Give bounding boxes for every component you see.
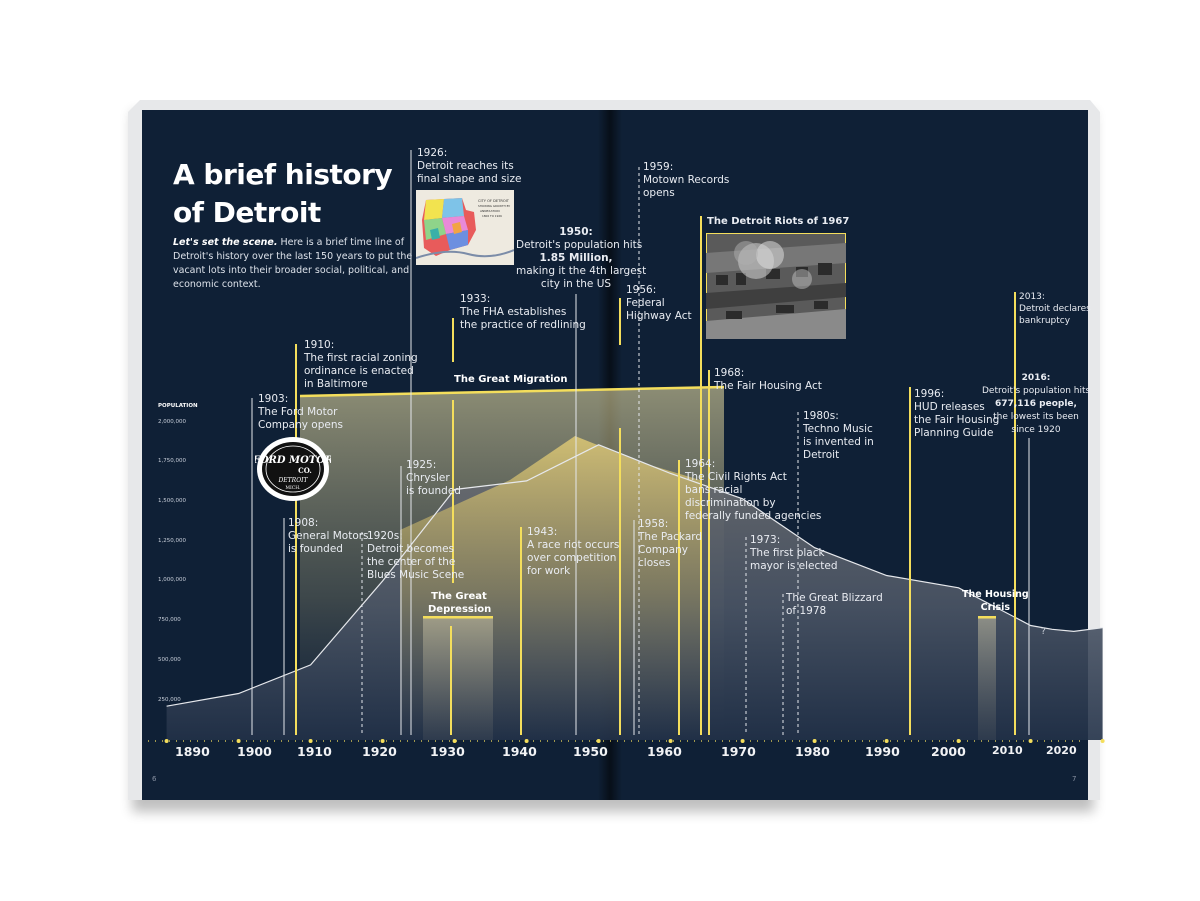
event-1968: 1968: The Fair Housing Act: [714, 367, 822, 392]
event-1920s: 1920s: Detroit becomes the center of the Bl…: [367, 530, 465, 581]
housing-crisis-label: The Housing Crisis: [962, 589, 1029, 613]
event-1943: 1943: A race riot occurs over competition f…: [527, 526, 620, 577]
x-tick-label: 2000: [931, 744, 966, 759]
timeline-year-dot: [164, 739, 169, 743]
event-1956: 1956: Federal Highway Act: [626, 284, 692, 322]
great-migration-label: The Great Migration: [454, 374, 568, 385]
great-depression-label: The Great Depression: [428, 591, 492, 615]
housing-crisis-box: [978, 617, 996, 740]
x-tick-label: 1970: [721, 744, 756, 759]
housing-crisis-top: [978, 616, 996, 619]
event-1910: 1910: The first racial zoning ordinance is…: [304, 339, 418, 390]
timeline-year-dot: [452, 739, 457, 743]
map-caption: SHOWING GROWTH BY: [478, 204, 510, 208]
y-tick-label: 750,000: [158, 617, 181, 623]
event-1903: 1903: The Ford Motor Company opens: [258, 393, 343, 431]
event-1926: 1926: Detroit reaches its final shape and …: [417, 147, 522, 185]
page-number-right: 7: [1072, 775, 1077, 783]
event-1959: 1959: Motown Records opens: [643, 161, 730, 199]
great-depression-top: [423, 616, 493, 619]
timeline-year-dots: [164, 739, 1105, 743]
ford-logo-text: CO.: [298, 466, 312, 475]
y-tick-label: 1,750,000: [158, 458, 186, 464]
timeline-year-dot: [596, 739, 601, 743]
x-tick-label: 1990: [865, 744, 900, 759]
event-1950: 1950: Detroit's population hits 1.85 Milli…: [516, 226, 647, 290]
map-caption: ANNEXATION: [480, 209, 500, 213]
event-2016: 2016: Detroit's population hits 677,116 pe…: [982, 373, 1091, 435]
x-tick-label: 1910: [297, 744, 332, 759]
y-tick-label: 500,000: [158, 657, 181, 663]
x-tick-label: 1900: [237, 744, 272, 759]
timeline-year-dot: [1100, 739, 1105, 743]
detroit-map-image: CITY OF DETROIT SHOWING GROWTH BY ANNEXA…: [416, 190, 514, 265]
x-tick-label: 1960: [647, 744, 682, 759]
x-tick-label: 1980: [795, 744, 830, 759]
x-tick-label: 1930: [430, 744, 465, 759]
great-depression-box: [423, 617, 493, 740]
event-1958: 1958: The Packard Company closes: [638, 518, 703, 569]
population-line: [166, 444, 1103, 707]
event-1925: 1925: Chrysler is founded: [406, 459, 461, 497]
intro-paragraph: Let's set the scene. Here is a brief tim…: [173, 236, 413, 292]
timeline-year-dot: [1028, 739, 1033, 743]
x-tick-label: 1950: [573, 744, 608, 759]
event-2013: 2013: Detroit declares bankruptcy: [1019, 292, 1091, 326]
map-caption: 1806 TO 1926: [482, 214, 502, 218]
ford-logo-text: MICH.: [285, 485, 301, 491]
y-axis-label: POPULATION: [158, 403, 198, 409]
event-1933: 1933: The FHA establishes the practice of …: [460, 293, 586, 331]
x-tick-label: 2010: [992, 744, 1023, 757]
y-tick-label: 250,000: [158, 697, 181, 703]
timeline-year-dot: [380, 739, 385, 743]
y-tick-label: 1,250,000: [158, 538, 186, 544]
event-lines: [251, 150, 1030, 735]
ford-logo: FORD MOTOR CO. DETROIT MICH.: [255, 437, 331, 501]
timeline-year-dot: [956, 739, 961, 743]
event-1967: The Detroit Riots of 1967: [707, 216, 850, 227]
y-tick-label: 1,000,000: [158, 577, 186, 583]
unknown-annotation: ?: [1041, 627, 1046, 637]
page-number-left: 6: [152, 775, 157, 783]
timeline-year-dot: [668, 739, 673, 743]
y-tick-label: 2,000,000: [158, 419, 186, 425]
event-1973: 1973: The first black mayor is elected: [750, 534, 838, 572]
ford-logo-text: FORD MOTOR: [255, 455, 331, 466]
event-1978: The Great Blizzard of 1978: [786, 592, 883, 617]
intro-body: Here is a brief time line of Detroit's h…: [173, 237, 413, 290]
intro-lead: Let's set the scene.: [173, 237, 278, 248]
event-1964: 1964: The Civil Rights Act bans racial disc…: [685, 458, 822, 522]
detroit-riots-photo: [706, 233, 846, 339]
timeline-year-dot: [308, 739, 313, 743]
event-1996: 1996: HUD releases the Fair Housing Plannin…: [914, 388, 1000, 439]
great-migration-line: [299, 385, 725, 398]
page-title-line1: A brief history: [173, 158, 393, 191]
timeline-year-dot: [884, 739, 889, 743]
timeline-year-dot: [524, 739, 529, 743]
map-caption: CITY OF DETROIT: [478, 199, 510, 203]
event-1908: 1908: General Motors is founded: [288, 517, 369, 555]
timeline-year-dot: [812, 739, 817, 743]
page-title-line2: of Detroit: [173, 196, 321, 229]
timeline-year-dot: [236, 739, 241, 743]
timeline-year-dot: [740, 739, 745, 743]
y-tick-label: 1,500,000: [158, 498, 186, 504]
x-tick-label: 1940: [502, 744, 537, 759]
x-tick-label: 1890: [175, 744, 210, 759]
x-tick-label: 1920: [362, 744, 397, 759]
event-1980s: 1980s: Techno Music is invented in Detroit: [803, 410, 874, 461]
x-tick-label: 2020: [1046, 744, 1077, 757]
ford-logo-text: DETROIT: [277, 477, 308, 484]
